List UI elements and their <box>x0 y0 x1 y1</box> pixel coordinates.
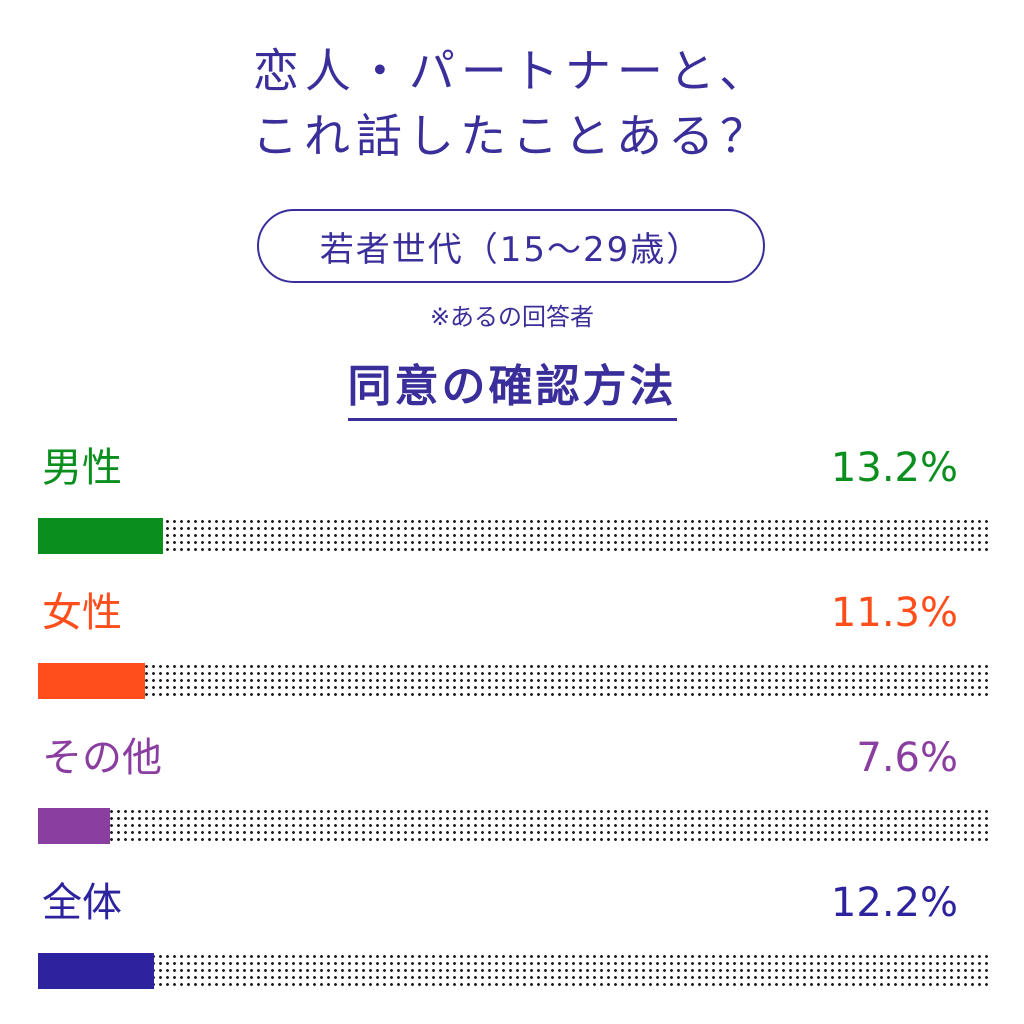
respondent-note: ※あるの回答者 <box>429 303 595 331</box>
value-label: 11.3% <box>830 590 958 636</box>
title-line-2: これ話したことある？ <box>252 109 772 163</box>
age-group-label: 若者世代（15〜29歳） <box>319 229 703 270</box>
value-label: 7.6% <box>856 735 958 781</box>
bar-fill <box>38 953 154 989</box>
chart-title: 同意の確認方法 <box>347 350 677 421</box>
bar-fill <box>38 808 111 844</box>
bar-fill <box>38 518 164 554</box>
bar-track <box>38 518 988 554</box>
title-line-1: 恋人・パートナーと、 <box>252 44 772 98</box>
bar-track <box>38 808 988 844</box>
age-group-badge: 若者世代（15〜29歳） <box>257 209 765 283</box>
bar-fill <box>38 663 146 699</box>
value-label: 13.2% <box>830 445 958 491</box>
category-label: 男性 <box>42 445 122 491</box>
bar-track <box>38 663 988 699</box>
value-label: 12.2% <box>830 880 958 926</box>
bar-track <box>38 953 988 989</box>
category-label: 女性 <box>42 590 122 636</box>
category-label: その他 <box>42 735 162 781</box>
category-label: 全体 <box>42 880 122 926</box>
chart-heading: 同意の確認方法 <box>0 350 1024 421</box>
